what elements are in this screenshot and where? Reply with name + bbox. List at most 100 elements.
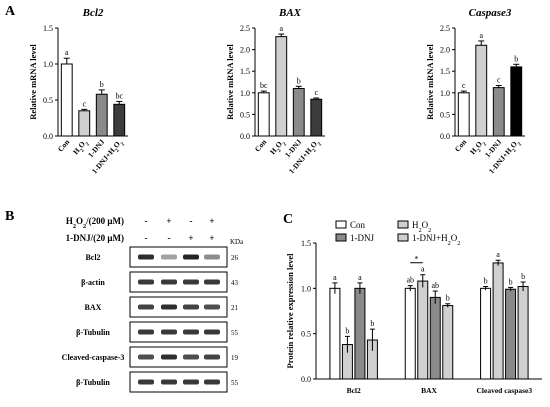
blot-band: [204, 304, 220, 310]
bar: [457, 92, 470, 137]
significance-letter: bc: [115, 91, 123, 100]
label-subscript: 2: [476, 148, 483, 154]
significance-letter: b: [484, 277, 488, 286]
bar: [95, 93, 108, 137]
significance-letter: bc: [260, 81, 268, 90]
y-tick-label: 1.5: [43, 24, 53, 33]
caspase3-mrna-chart: Caspase3 Relative mRNA level 0.0 0.5 1.0 1.5 2…: [425, 7, 525, 175]
label-part: Con: [350, 220, 366, 230]
blot-band: [138, 304, 154, 310]
label-part: H: [71, 146, 82, 156]
bar: [404, 287, 416, 380]
treatment-sign: -: [168, 233, 171, 243]
significance-letter: b: [446, 294, 450, 303]
blot-frame: [129, 346, 228, 368]
legend-swatch: [335, 233, 347, 242]
label-part: H: [412, 220, 419, 230]
significance-letter: b: [370, 319, 374, 328]
y-tick-label: 1.5: [301, 239, 311, 248]
band-name: BAX: [85, 303, 102, 312]
significance-letter: b: [514, 54, 518, 63]
label-subscript: 2: [428, 227, 431, 234]
x-tick-label: BAX: [421, 386, 437, 395]
label-part: O: [508, 139, 519, 149]
y-axis-label: Relative mRNA level: [28, 44, 38, 120]
panel-letter-c: C: [283, 212, 293, 227]
blot-band: [183, 304, 199, 310]
y-tick-label: 0.5: [301, 330, 311, 339]
significance-letter: a: [65, 48, 69, 57]
x-tick-label: Con: [453, 137, 469, 154]
band-kda: 21: [231, 304, 239, 312]
legend-swatch: [335, 220, 347, 229]
label-subscript: 2: [73, 223, 76, 230]
label-subscript: 2: [120, 141, 127, 147]
x-tick-label: Cleaved caspase3: [477, 386, 533, 395]
y-tick-label: 0.0: [301, 375, 311, 384]
legend-label: 1-DNJ+H2O2: [412, 233, 460, 247]
y-axis-label: Protein relative expression level: [285, 253, 295, 369]
treatment-sign: -: [145, 216, 148, 226]
bar: [480, 287, 492, 380]
label-subscript: 2: [511, 148, 518, 154]
label-part: /(200 μM): [85, 216, 124, 226]
chart-title: Caspase3: [469, 7, 512, 19]
treatment-label: H2O2/(200 μM): [66, 216, 124, 230]
chart-title: BAX: [278, 7, 302, 19]
panel-letter-a: A: [5, 4, 16, 19]
x-tick-label: H2O2: [268, 137, 288, 158]
label-subscript: 2: [457, 240, 460, 247]
blot-band: [161, 279, 177, 285]
y-tick-label: 1.0: [301, 284, 311, 293]
significance-letter: a: [421, 265, 425, 274]
blot-frame: [129, 321, 228, 343]
label-part: H: [66, 216, 73, 226]
blot-band: [183, 354, 199, 360]
blot-frame: [129, 246, 228, 268]
blot-band: [138, 279, 154, 285]
y-axis-label: Relative mRNA level: [425, 44, 435, 120]
blot-frame: [129, 296, 228, 318]
significance-letter: c: [314, 88, 318, 97]
y-tick-label: 0.5: [43, 96, 53, 105]
significance-letter: a: [279, 24, 283, 33]
blot-band: [183, 279, 199, 285]
label-subscript: 2: [317, 141, 324, 147]
y-tick-label: 1.0: [440, 89, 450, 98]
label-part: O: [473, 139, 484, 149]
kda-header: KDa: [230, 238, 244, 246]
y-tick-label: 2.5: [240, 24, 250, 33]
y-tick-label: 0.0: [240, 132, 250, 141]
treatment-sign: -: [145, 233, 148, 243]
label-subscript: 2: [114, 148, 121, 154]
label-subscript: 2: [419, 227, 422, 234]
label-subscript: 2: [282, 141, 289, 147]
label-part: O: [308, 139, 319, 149]
bar: [517, 286, 529, 380]
blot-band: [161, 379, 177, 385]
blot-band: [138, 254, 154, 260]
label-subscript: 2: [448, 240, 451, 247]
label-part: O: [273, 139, 284, 149]
y-tick-label: 1.5: [240, 67, 250, 76]
x-tick-label: Bcl2: [347, 386, 361, 395]
label-subscript: 2: [517, 141, 524, 147]
band-kda: 19: [231, 354, 239, 362]
bar: [354, 287, 366, 380]
y-tick-label: 2.0: [440, 46, 450, 55]
blot-band: [161, 254, 177, 260]
legend-label: Con: [350, 220, 366, 230]
bar: [292, 87, 305, 137]
band-kda: 43: [231, 279, 239, 287]
bar: [60, 63, 73, 137]
y-tick-label: 0.0: [43, 132, 53, 141]
treatment-sign: -: [190, 216, 193, 226]
bar: [492, 87, 505, 137]
band-name: Bcl2: [85, 253, 100, 262]
bar: [505, 288, 517, 380]
bar: [429, 296, 441, 380]
label-part: Con: [253, 137, 269, 154]
significance-letter: a: [479, 31, 483, 40]
